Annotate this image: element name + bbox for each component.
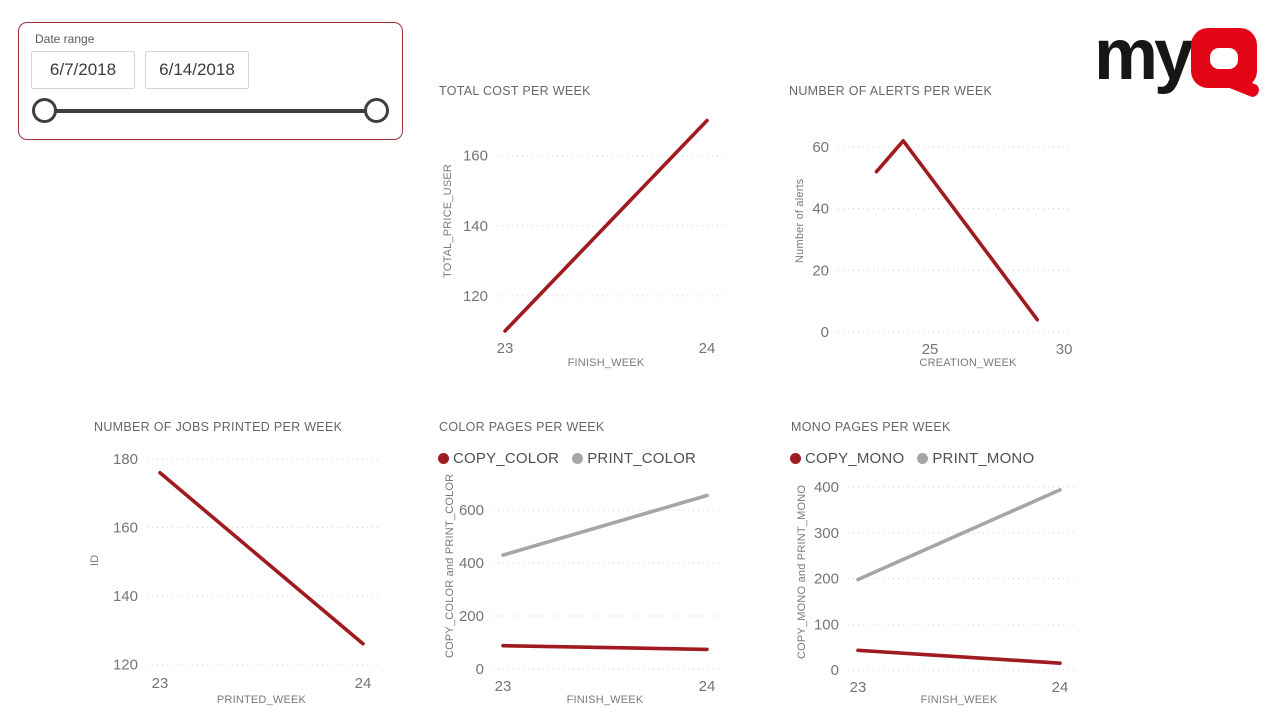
chart-number-of-alerts-per-week[interactable]: NUMBER OF ALERTS PER WEEK 0 20 40 60 25 30 Nu…	[780, 80, 1082, 380]
chart-title: NUMBER OF ALERTS PER WEEK	[789, 84, 993, 98]
legend-dot-icon	[438, 453, 449, 464]
x-tick-label: 24	[699, 340, 716, 357]
slider-track[interactable]	[44, 109, 377, 113]
legend-item-print-mono: PRINT_MONO	[917, 450, 1034, 467]
chart-title: MONO PAGES PER WEEK	[791, 420, 951, 434]
series-line-Number of alerts[interactable]	[874, 139, 1040, 322]
chart-number-of-jobs-printed-per-week[interactable]: NUMBER OF JOBS PRINTED PER WEEK 120 140 16…	[85, 416, 385, 716]
x-tick-label: 24	[699, 678, 716, 695]
legend-item-copy-color: COPY_COLOR	[438, 450, 559, 467]
x-tick-label: 25	[922, 341, 939, 358]
logo-q-icon	[1191, 28, 1259, 97]
x-axis-title: CREATION_WEEK	[919, 357, 1017, 369]
y-axis-title: COPY_COLOR and PRINT_COLOR	[444, 473, 456, 659]
legend-label: PRINT_MONO	[932, 450, 1035, 467]
legend-label: COPY_MONO	[805, 450, 905, 467]
chart-legend: COPY_MONO PRINT_MONO	[790, 450, 1034, 467]
y-tick-label: 0	[831, 662, 839, 679]
date-range-slider[interactable]	[19, 97, 402, 127]
legend-label: PRINT_COLOR	[587, 450, 697, 467]
series-line-COPY_COLOR[interactable]	[501, 643, 709, 652]
legend-item-copy-mono: COPY_MONO	[790, 450, 904, 467]
slider-handle-end[interactable]	[364, 98, 389, 123]
x-tick-label: 24	[355, 675, 372, 692]
x-tick-label: 23	[495, 678, 512, 695]
start-date-input[interactable]	[31, 51, 135, 89]
series-line-TOTAL_PRICE_USER[interactable]	[503, 118, 709, 333]
y-tick-label: 100	[814, 616, 839, 633]
date-range-slicer: Date range	[18, 22, 403, 140]
chart-legend: COPY_COLOR PRINT_COLOR	[438, 450, 696, 467]
y-tick-label: 160	[113, 520, 138, 537]
myq-logo: my	[1094, 18, 1266, 102]
y-tick-label: 180	[113, 451, 138, 468]
legend-dot-icon	[917, 453, 929, 464]
legend-item-print-color: PRINT_COLOR	[572, 450, 696, 467]
slicer-label: Date range	[35, 32, 95, 46]
legend-label: COPY_COLOR	[453, 450, 560, 467]
y-axis-title: TOTAL_PRICE_USER	[442, 163, 454, 278]
x-axis-title: PRINTED_WEEK	[216, 694, 307, 706]
y-tick-label: 20	[812, 262, 829, 279]
y-tick-label: 160	[463, 148, 488, 165]
x-axis-title: FINISH_WEEK	[567, 357, 645, 369]
chart-title: COLOR PAGES PER WEEK	[439, 420, 605, 434]
x-axis-title: FINISH_WEEK	[566, 694, 644, 706]
chart-plot[interactable]: 120 140 160 180 23 24	[85, 416, 385, 716]
x-tick-label: 23	[497, 340, 514, 357]
y-tick-label: 600	[459, 502, 484, 519]
y-axis-title: Number of alerts	[794, 178, 806, 264]
y-axis-title: COPY_MONO and PRINT_MONO	[796, 484, 808, 660]
x-tick-label: 24	[1052, 679, 1069, 696]
slider-handle-start[interactable]	[32, 98, 57, 123]
y-axis-title: ID	[89, 554, 101, 566]
y-tick-label: 300	[814, 525, 839, 542]
chart-plot[interactable]: 0 100 200 300 400 23 24	[782, 416, 1082, 716]
chart-color-pages-per-week[interactable]: COLOR PAGES PER WEEK COPY_COLOR PRINT_CO…	[430, 416, 730, 716]
logo-text-my: my	[1094, 15, 1194, 95]
series-line-COPY_MONO[interactable]	[856, 648, 1062, 665]
y-tick-label: 200	[459, 608, 484, 625]
series-line-PRINT_MONO[interactable]	[856, 488, 1062, 582]
chart-plot[interactable]: 120 140 160 23 24	[430, 80, 730, 380]
y-tick-label: 40	[812, 201, 829, 218]
end-date-input[interactable]	[145, 51, 249, 89]
x-tick-label: 30	[1056, 341, 1073, 358]
legend-dot-icon	[790, 453, 801, 464]
chart-title: NUMBER OF JOBS PRINTED PER WEEK	[94, 420, 343, 434]
y-tick-label: 120	[463, 288, 488, 305]
chart-plot[interactable]: 0 200 400 600 23 24	[430, 416, 730, 716]
y-tick-label: 0	[476, 661, 484, 678]
x-axis-title: FINISH_WEEK	[920, 694, 998, 706]
y-tick-label: 400	[814, 479, 839, 496]
y-tick-label: 200	[814, 571, 839, 588]
y-tick-label: 60	[812, 139, 829, 156]
chart-title: TOTAL COST PER WEEK	[439, 84, 591, 98]
y-tick-label: 140	[113, 588, 138, 605]
chart-mono-pages-per-week[interactable]: MONO PAGES PER WEEK COPY_MONO PRINT_MONO…	[782, 416, 1082, 716]
series-line-ID[interactable]	[158, 471, 365, 646]
y-tick-label: 140	[463, 218, 488, 235]
series-line-PRINT_COLOR[interactable]	[501, 493, 709, 557]
legend-dot-icon	[572, 453, 584, 464]
y-tick-label: 120	[113, 656, 138, 673]
chart-total-cost-per-week[interactable]: TOTAL COST PER WEEK 120 140 160 23 24 TOTAL_…	[430, 80, 730, 380]
y-tick-label: 400	[459, 555, 484, 572]
x-tick-label: 23	[152, 675, 169, 692]
x-tick-label: 23	[850, 679, 867, 696]
y-tick-label: 0	[821, 324, 829, 341]
chart-plot[interactable]: 0 20 40 60 25 30	[780, 80, 1082, 380]
